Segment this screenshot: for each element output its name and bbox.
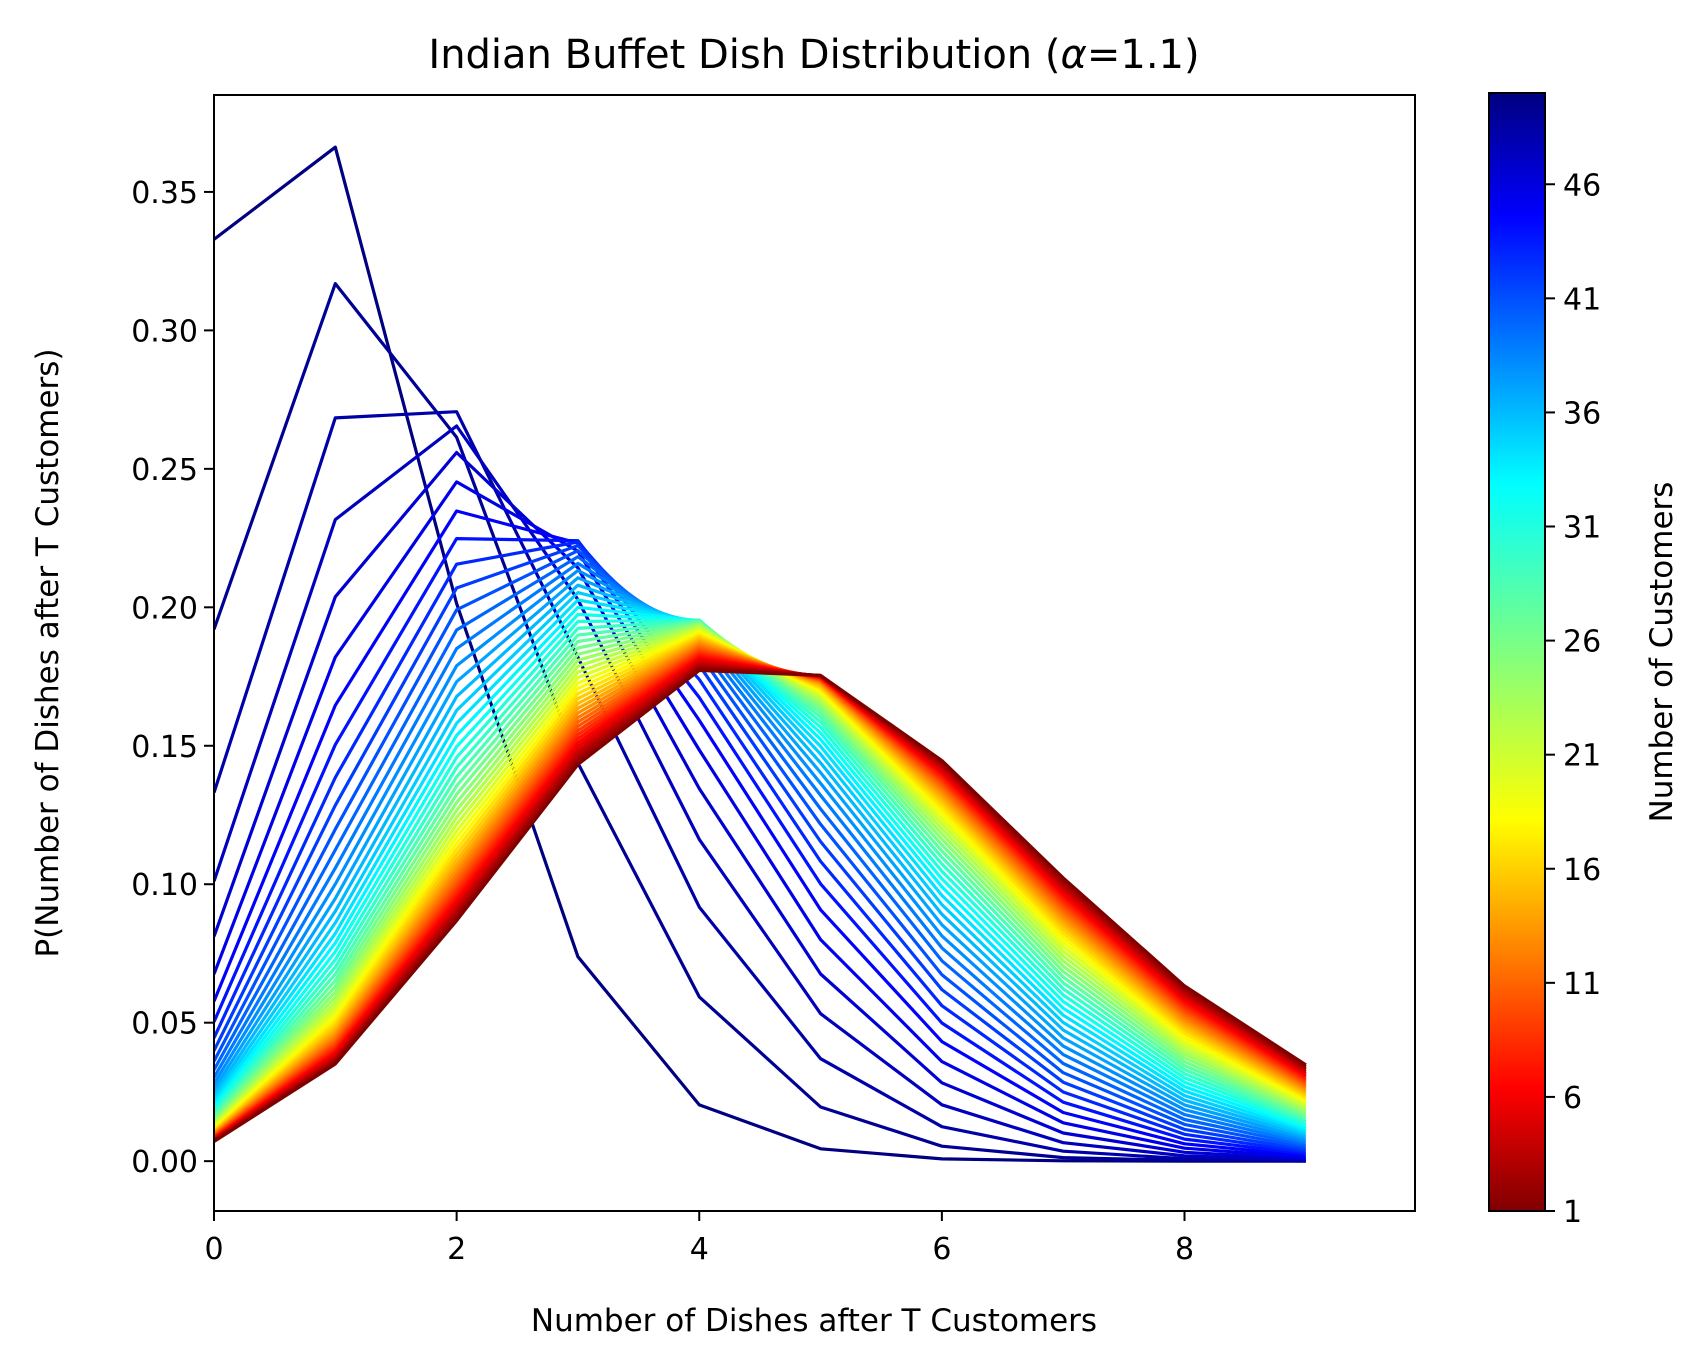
series-line-T13	[214, 561, 1307, 1145]
series-line-T11	[214, 549, 1307, 1150]
series-layer	[214, 145, 1307, 1163]
colorbar-tick-label: 31	[1563, 511, 1601, 546]
colorbar-tick-label: 41	[1563, 282, 1601, 317]
series-line-T14	[214, 568, 1307, 1143]
series-line-T19	[214, 605, 1307, 1131]
series-line-T20	[214, 612, 1307, 1128]
colorbar-tick-label: 21	[1563, 739, 1601, 774]
series-line-T17	[214, 590, 1307, 1136]
y-tick-label: 0.20	[131, 591, 198, 626]
y-tick-label: 0.15	[131, 730, 198, 765]
x-tick-label: 8	[1175, 1232, 1194, 1267]
series-line-T18	[214, 598, 1307, 1133]
y-axis: 0.00 0.05 0.10 0.15 0.20 0.25 0.30 0.35	[131, 176, 214, 1180]
colorbar-tick-label: 36	[1563, 396, 1601, 431]
colorbar-tick-label: 11	[1563, 967, 1601, 1002]
series-line-T4	[214, 424, 1306, 1162]
y-tick-label: 0.25	[131, 453, 198, 488]
series-line-T10	[214, 543, 1307, 1152]
plot-frame	[213, 94, 1416, 1212]
x-tick-label: 0	[204, 1232, 223, 1267]
colorbar-tick-label: 6	[1563, 1081, 1582, 1116]
colorbar-tick-label: 26	[1563, 625, 1601, 660]
series-line-T15	[214, 576, 1307, 1140]
colorbar-tick-label: 1	[1563, 1195, 1582, 1230]
series-line-T46	[214, 660, 1307, 1142]
series-line-T6	[214, 480, 1306, 1159]
series-line-T5	[214, 450, 1306, 1161]
x-tick-label: 6	[932, 1232, 951, 1267]
y-tick-label: 0.00	[131, 1145, 198, 1180]
series-line-T34	[214, 635, 1307, 1133]
series-line-T8	[214, 536, 1306, 1156]
series-line-T1	[214, 145, 1306, 1163]
y-tick-label: 0.30	[131, 314, 198, 349]
colorbar	[1488, 92, 1546, 1212]
series-line-T2	[214, 282, 1306, 1163]
x-axis: 0 2 4 6 8	[204, 1211, 1194, 1267]
colorbar-label: Number of Customers	[1644, 482, 1680, 823]
colorbar-tick-label: 46	[1563, 168, 1601, 203]
colorbar-tick-label: 16	[1563, 853, 1601, 888]
series-line-T50	[214, 668, 1307, 1143]
y-tick-label: 0.10	[131, 868, 198, 903]
series-line-T3	[214, 410, 1306, 1163]
x-tick-label: 2	[447, 1232, 466, 1267]
y-tick-label: 0.35	[131, 176, 198, 211]
x-axis-label: Number of Dishes after T Customers	[531, 1303, 1097, 1339]
x-tick-label: 4	[690, 1232, 709, 1267]
chart-title: Indian Buffet Dish Distribution (α=1.1)	[428, 32, 1199, 78]
y-tick-label: 0.05	[131, 1007, 198, 1042]
series-line-T12	[214, 555, 1307, 1147]
series-line-T7	[214, 509, 1306, 1158]
series-line-T16	[214, 583, 1307, 1138]
y-axis-label: P(Number of Dishes after T Customers)	[30, 348, 66, 957]
series-line-T9	[214, 540, 1307, 1154]
